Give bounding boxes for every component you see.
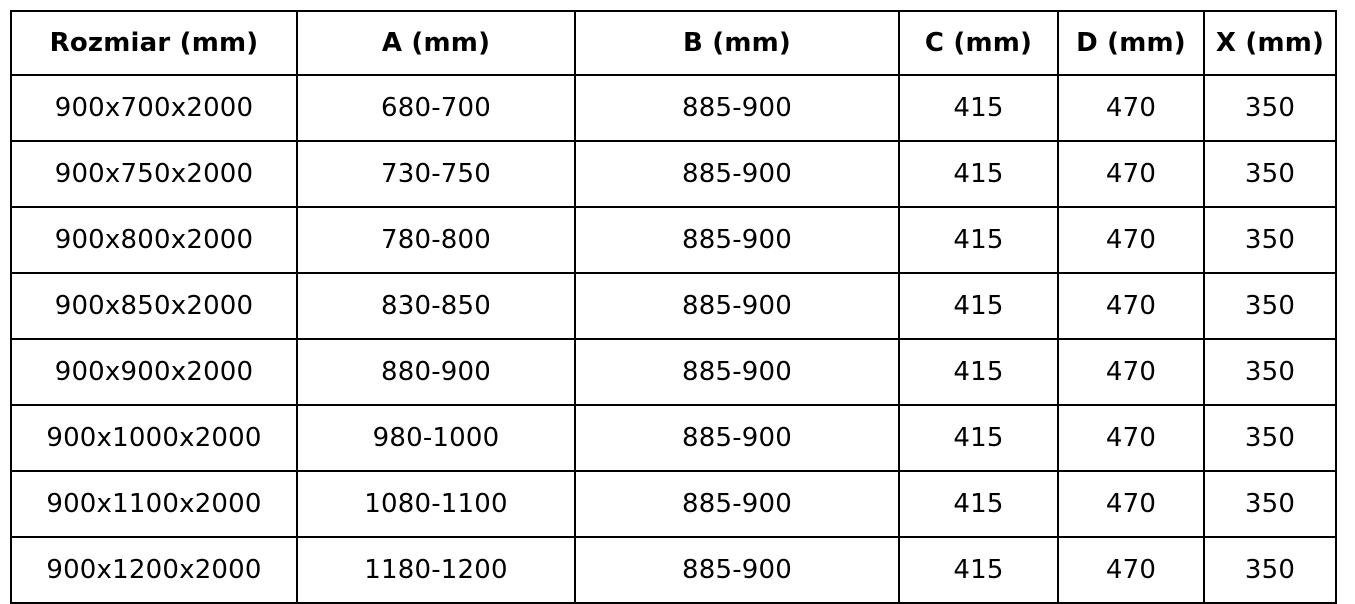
shower-enclosure-dimensions-table: Rozmiar (mm) A (mm) B (mm) C (mm) D (mm)… [10, 10, 1337, 604]
column-header-b: B (mm) [574, 10, 900, 76]
table-row: 900x1100x2000 1080-1100 885-900 415 470 … [10, 470, 1337, 538]
cell-c: 415 [898, 536, 1059, 604]
cell-d: 470 [1057, 140, 1205, 208]
cell-a: 880-900 [296, 338, 576, 406]
cell-a: 1080-1100 [296, 470, 576, 538]
cell-x: 350 [1203, 470, 1337, 538]
cell-c: 415 [898, 470, 1059, 538]
cell-rozmiar: 900x800x2000 [10, 206, 298, 274]
cell-x: 350 [1203, 272, 1337, 340]
table-row: 900x1000x2000 980-1000 885-900 415 470 3… [10, 404, 1337, 472]
cell-b: 885-900 [574, 140, 900, 208]
table-header-row: Rozmiar (mm) A (mm) B (mm) C (mm) D (mm)… [10, 10, 1337, 76]
cell-b: 885-900 [574, 338, 900, 406]
cell-b: 885-900 [574, 404, 900, 472]
cell-d: 470 [1057, 470, 1205, 538]
cell-d: 470 [1057, 74, 1205, 142]
table-header: Rozmiar (mm) A (mm) B (mm) C (mm) D (mm)… [10, 10, 1337, 76]
cell-rozmiar: 900x1100x2000 [10, 470, 298, 538]
cell-d: 470 [1057, 206, 1205, 274]
cell-c: 415 [898, 272, 1059, 340]
cell-b: 885-900 [574, 470, 900, 538]
cell-d: 470 [1057, 272, 1205, 340]
cell-x: 350 [1203, 140, 1337, 208]
cell-x: 350 [1203, 206, 1337, 274]
cell-a: 680-700 [296, 74, 576, 142]
column-header-a: A (mm) [296, 10, 576, 76]
column-header-c: C (mm) [898, 10, 1059, 76]
cell-a: 830-850 [296, 272, 576, 340]
column-header-x: X (mm) [1203, 10, 1337, 76]
cell-c: 415 [898, 338, 1059, 406]
cell-c: 415 [898, 206, 1059, 274]
cell-d: 470 [1057, 536, 1205, 604]
cell-b: 885-900 [574, 74, 900, 142]
cell-b: 885-900 [574, 206, 900, 274]
cell-c: 415 [898, 74, 1059, 142]
cell-a: 780-800 [296, 206, 576, 274]
cell-x: 350 [1203, 536, 1337, 604]
cell-d: 470 [1057, 338, 1205, 406]
table-row: 900x900x2000 880-900 885-900 415 470 350 [10, 338, 1337, 406]
cell-rozmiar: 900x850x2000 [10, 272, 298, 340]
cell-rozmiar: 900x1000x2000 [10, 404, 298, 472]
cell-rozmiar: 900x900x2000 [10, 338, 298, 406]
table-row: 900x800x2000 780-800 885-900 415 470 350 [10, 206, 1337, 274]
column-header-d: D (mm) [1057, 10, 1205, 76]
spec-table-container: Rozmiar (mm) A (mm) B (mm) C (mm) D (mm)… [10, 10, 1337, 604]
cell-b: 885-900 [574, 272, 900, 340]
cell-c: 415 [898, 404, 1059, 472]
table-row: 900x700x2000 680-700 885-900 415 470 350 [10, 74, 1337, 142]
table-row: 900x750x2000 730-750 885-900 415 470 350 [10, 140, 1337, 208]
cell-rozmiar: 900x700x2000 [10, 74, 298, 142]
cell-b: 885-900 [574, 536, 900, 604]
cell-a: 730-750 [296, 140, 576, 208]
table-body: 900x700x2000 680-700 885-900 415 470 350… [10, 74, 1337, 604]
cell-d: 470 [1057, 404, 1205, 472]
cell-x: 350 [1203, 74, 1337, 142]
cell-x: 350 [1203, 404, 1337, 472]
cell-x: 350 [1203, 338, 1337, 406]
cell-a: 980-1000 [296, 404, 576, 472]
cell-c: 415 [898, 140, 1059, 208]
cell-a: 1180-1200 [296, 536, 576, 604]
cell-rozmiar: 900x750x2000 [10, 140, 298, 208]
table-row: 900x850x2000 830-850 885-900 415 470 350 [10, 272, 1337, 340]
table-row: 900x1200x2000 1180-1200 885-900 415 470 … [10, 536, 1337, 604]
cell-rozmiar: 900x1200x2000 [10, 536, 298, 604]
column-header-rozmiar: Rozmiar (mm) [10, 10, 298, 76]
